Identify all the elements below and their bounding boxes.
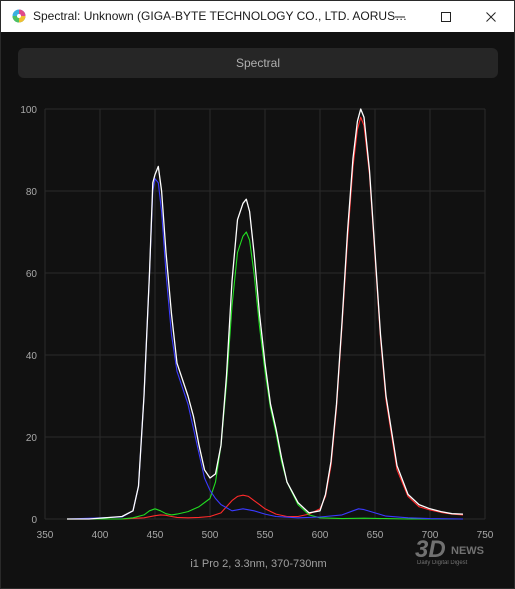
x-tick-label: 550 bbox=[257, 530, 274, 541]
watermark-sub2: Daily Digital Digest bbox=[417, 560, 468, 566]
close-button[interactable] bbox=[468, 1, 514, 32]
window-title: Spectral: Unknown (GIGA-BYTE TECHNOLOGY … bbox=[33, 9, 408, 23]
y-tick-label: 40 bbox=[26, 351, 38, 362]
x-tick-label: 700 bbox=[422, 530, 439, 541]
x-tick-label: 450 bbox=[147, 530, 164, 541]
y-tick-label: 60 bbox=[26, 269, 38, 280]
minimize-icon bbox=[395, 16, 405, 17]
app-icon bbox=[12, 9, 26, 23]
maximize-icon bbox=[441, 11, 451, 22]
watermark-main: 3D bbox=[415, 536, 446, 563]
x-tick-label: 750 bbox=[477, 530, 494, 541]
maximize-button[interactable] bbox=[423, 1, 469, 32]
close-icon bbox=[486, 11, 496, 22]
x-tick-label: 650 bbox=[367, 530, 384, 541]
spectral-header-button[interactable]: Spectral bbox=[18, 48, 498, 78]
x-tick-label: 400 bbox=[92, 530, 109, 541]
series-line-white bbox=[67, 108, 464, 520]
watermark-logo: 3D NEWS Daily Digital Digest bbox=[415, 536, 484, 566]
series-line-green bbox=[67, 231, 463, 520]
spectral-chart: 350 400 450 500 550 600 650 700 750 0 20 40 60 80 100 bbox=[20, 105, 494, 541]
y-tick-label: 20 bbox=[26, 433, 38, 444]
x-tick-label: 350 bbox=[37, 530, 54, 541]
spectral-header-label: Spectral bbox=[235, 56, 281, 70]
device-caption: i1 Pro 2, 3.3nm, 370-730nm bbox=[190, 558, 327, 570]
y-tick-label: 100 bbox=[20, 105, 37, 116]
x-tick-label: 500 bbox=[202, 530, 219, 541]
y-tick-label: 0 bbox=[31, 515, 37, 526]
minimize-button[interactable] bbox=[377, 1, 423, 32]
title-bar[interactable]: Spectral: Unknown (GIGA-BYTE TECHNOLOGY … bbox=[1, 1, 514, 32]
watermark-sub1: NEWS bbox=[451, 545, 484, 557]
y-tick-label: 80 bbox=[26, 187, 38, 198]
x-tick-label: 600 bbox=[312, 530, 329, 541]
